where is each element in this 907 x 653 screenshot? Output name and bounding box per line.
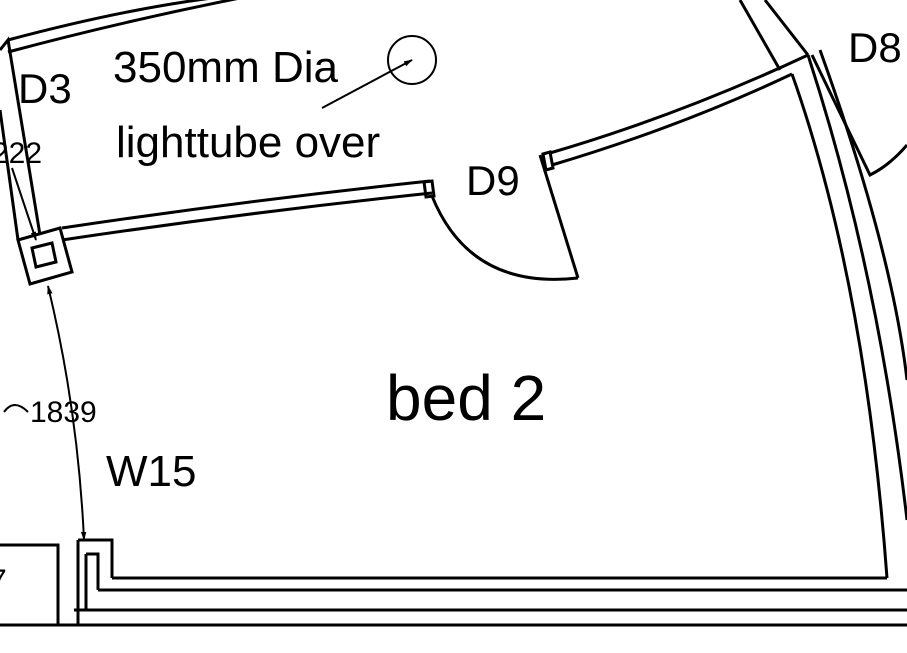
upper-right-wall-inner: [763, 0, 810, 56]
label-d3: D3: [18, 65, 72, 112]
dim-222-leader: [11, 167, 37, 241]
left-slanted-wall-2: [0, 36, 42, 236]
label-w15: W15: [106, 447, 196, 496]
top-arc-wall-inner: [7, 0, 238, 54]
right-wall-inner: [790, 73, 889, 579]
label-note-line1: 350mm Dia: [113, 43, 338, 92]
label-dim-1839: 1839: [30, 396, 97, 429]
top-left-post-inner: [30, 241, 58, 269]
upper-right-wall: [738, 0, 782, 71]
label-d9: D9: [466, 157, 520, 204]
curved-wall-left-end: [422, 179, 436, 199]
d9-door-swing: [430, 195, 579, 281]
dim-1839-line: [47, 285, 87, 541]
top-arc-wall-outer: [7, 0, 209, 42]
right-wall-outer2: [818, 49, 907, 381]
bottom-left-block: [0, 543, 60, 627]
bottom-left-post-inner: [86, 552, 100, 590]
bottom-left-post: [78, 538, 114, 578]
label-room: bed 2: [386, 362, 546, 434]
dim-1839-arc-glyph: [3, 404, 29, 413]
label-partial-glyph: 7: [0, 564, 7, 597]
curved-wall-right-end: [541, 150, 555, 172]
curved-wall-left-upper: [61, 179, 431, 230]
right-wall-outer: [806, 54, 907, 521]
lighttube-circle: [387, 35, 437, 85]
label-note-line2: lighttube over: [116, 118, 380, 167]
top-left-post: [16, 226, 74, 286]
lighttube-leader: [321, 59, 413, 109]
d8-door-swing: [810, 54, 907, 178]
label-dim-222: 222: [0, 137, 42, 170]
curved-wall-right-lower: [551, 72, 793, 167]
curved-wall-right-upper: [549, 53, 809, 155]
label-d8: D8: [848, 24, 902, 71]
d9-door-leaf: [538, 154, 580, 279]
curved-wall-left-lower: [61, 191, 433, 242]
left-slanted-wall-1: [0, 109, 20, 241]
